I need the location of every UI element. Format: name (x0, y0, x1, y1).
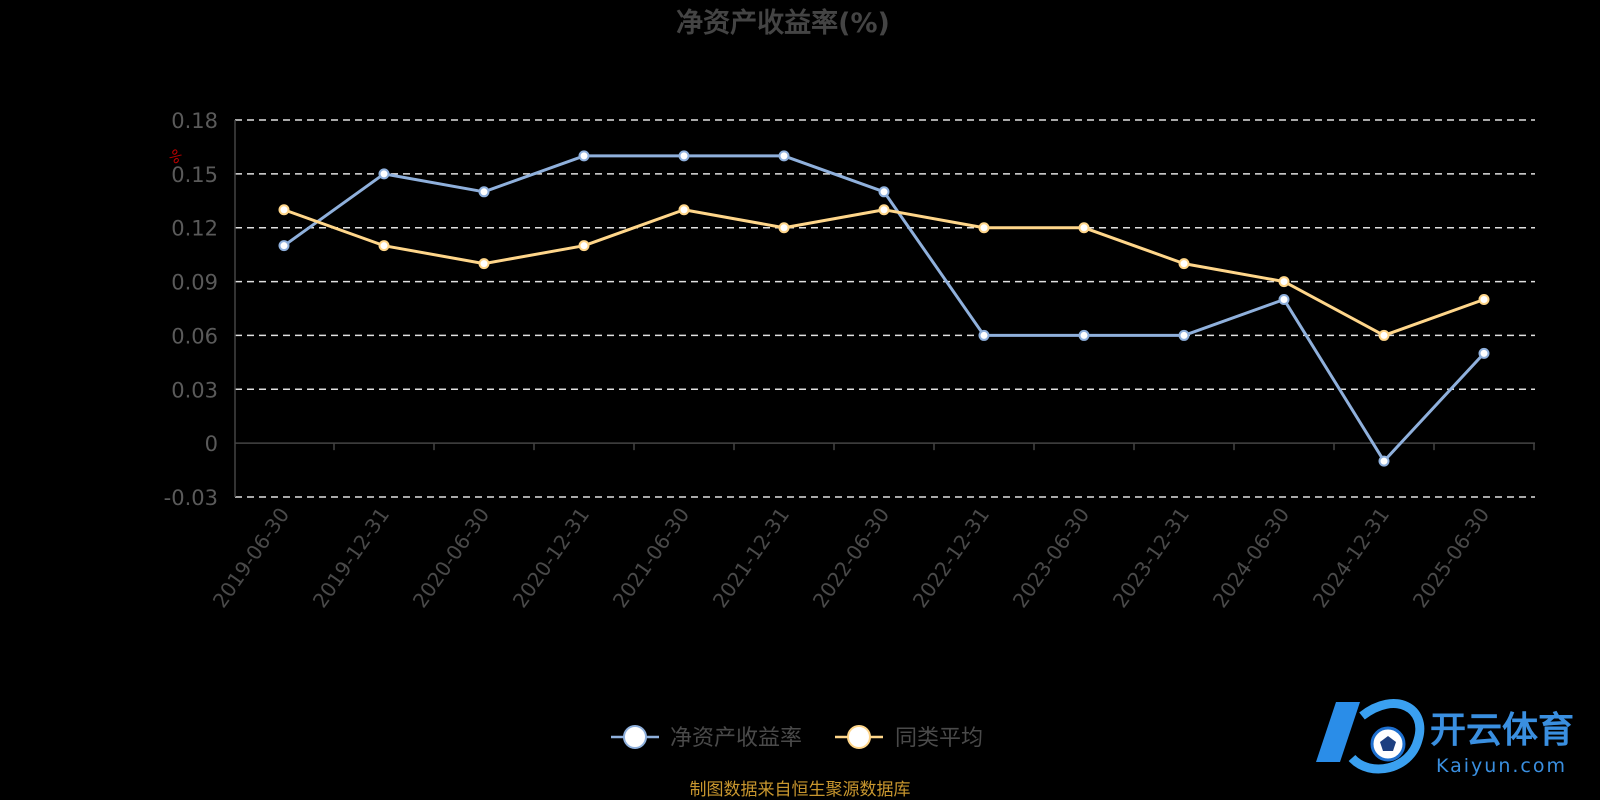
data-source-note: 制图数据来自恒生聚源数据库 (690, 780, 911, 800)
data-point[interactable] (378, 168, 390, 180)
data-point[interactable] (1278, 276, 1290, 288)
legend-marker-peer-average (847, 725, 871, 749)
series-line (283, 208, 1485, 337)
watermark-chinese-text: 开云体育 (1430, 710, 1574, 751)
x-tick-label: 2019-06-30 (208, 503, 294, 612)
data-point[interactable] (1478, 347, 1490, 359)
data-point[interactable] (1078, 329, 1090, 341)
watermark-english-text: Kaiyun.com (1436, 755, 1567, 777)
legend-item-peer-average[interactable]: 同类平均 (835, 725, 983, 751)
x-tick-label: 2020-06-30 (408, 503, 494, 612)
data-point[interactable] (1178, 329, 1190, 341)
y-tick-label: 0.18 (171, 109, 218, 133)
data-point[interactable] (678, 204, 690, 216)
legend-item-roe[interactable]: 净资产收益率 (611, 725, 802, 751)
y-tick-label: -0.03 (164, 486, 218, 510)
data-point[interactable] (278, 240, 290, 252)
data-point[interactable] (378, 240, 390, 252)
x-tick-label: 2021-12-31 (708, 503, 794, 612)
kaiyun-logo-icon (1316, 699, 1425, 774)
y-tick-label: 0 (205, 432, 218, 456)
data-point[interactable] (1378, 329, 1390, 341)
data-point[interactable] (878, 186, 890, 198)
series-1 (278, 204, 1490, 341)
x-tick-label: 2022-12-31 (908, 503, 994, 612)
legend-label-roe: 净资产收益率 (670, 726, 802, 751)
data-point[interactable] (1278, 294, 1290, 306)
x-tick-label: 2022-06-30 (808, 503, 894, 612)
data-point[interactable] (778, 150, 790, 162)
x-tick-label: 2024-12-31 (1308, 503, 1394, 612)
data-point[interactable] (1078, 222, 1090, 234)
data-point[interactable] (978, 329, 990, 341)
series-0 (278, 150, 1490, 467)
y-tick-label: 0.15 (171, 163, 218, 187)
data-point[interactable] (978, 222, 990, 234)
x-tick-label: 2024-06-30 (1208, 503, 1294, 612)
x-tick-label: 2025-06-30 (1408, 503, 1494, 612)
chart-title: 净资产收益率(%) (676, 7, 890, 39)
y-tick-label: 0.12 (171, 217, 218, 241)
y-tick-label: 0.09 (171, 271, 218, 295)
x-axis-ticks: 2019-06-30 2019-12-31 2020-06-30 2020-12-31… (208, 503, 1494, 612)
data-point[interactable] (578, 150, 590, 162)
data-point[interactable] (878, 204, 890, 216)
data-point[interactable] (278, 204, 290, 216)
legend: 净资产收益率 同类平均 (611, 725, 983, 751)
data-point[interactable] (478, 186, 490, 198)
series-line (283, 154, 1486, 463)
series (278, 150, 1490, 467)
x-tick-label: 2023-12-31 (1108, 503, 1194, 612)
data-point[interactable] (1178, 258, 1190, 270)
x-tick-label: 2019-12-31 (308, 503, 394, 612)
y-tick-label: 0.06 (171, 324, 218, 348)
y-tick-label: 0.03 (171, 378, 218, 402)
data-point[interactable] (1378, 455, 1390, 467)
data-point[interactable] (778, 222, 790, 234)
watermark-logo: 开云体育 Kaiyun.com (1316, 699, 1574, 777)
axes (234, 120, 1535, 497)
x-tick-label: 2021-06-30 (608, 503, 694, 612)
gridlines (235, 119, 1535, 498)
data-point[interactable] (678, 150, 690, 162)
data-point[interactable] (1478, 294, 1490, 306)
x-tick-label: 2020-12-31 (508, 503, 594, 612)
legend-marker-roe (623, 725, 647, 749)
legend-label-peer-average: 同类平均 (895, 726, 983, 751)
data-point[interactable] (578, 240, 590, 252)
data-point[interactable] (478, 258, 490, 270)
x-tick-label: 2023-06-30 (1008, 503, 1094, 612)
y-axis-ticks: 0.18 0.15 0.12 0.09 0.06 0.03 0 -0.03 (164, 109, 218, 510)
